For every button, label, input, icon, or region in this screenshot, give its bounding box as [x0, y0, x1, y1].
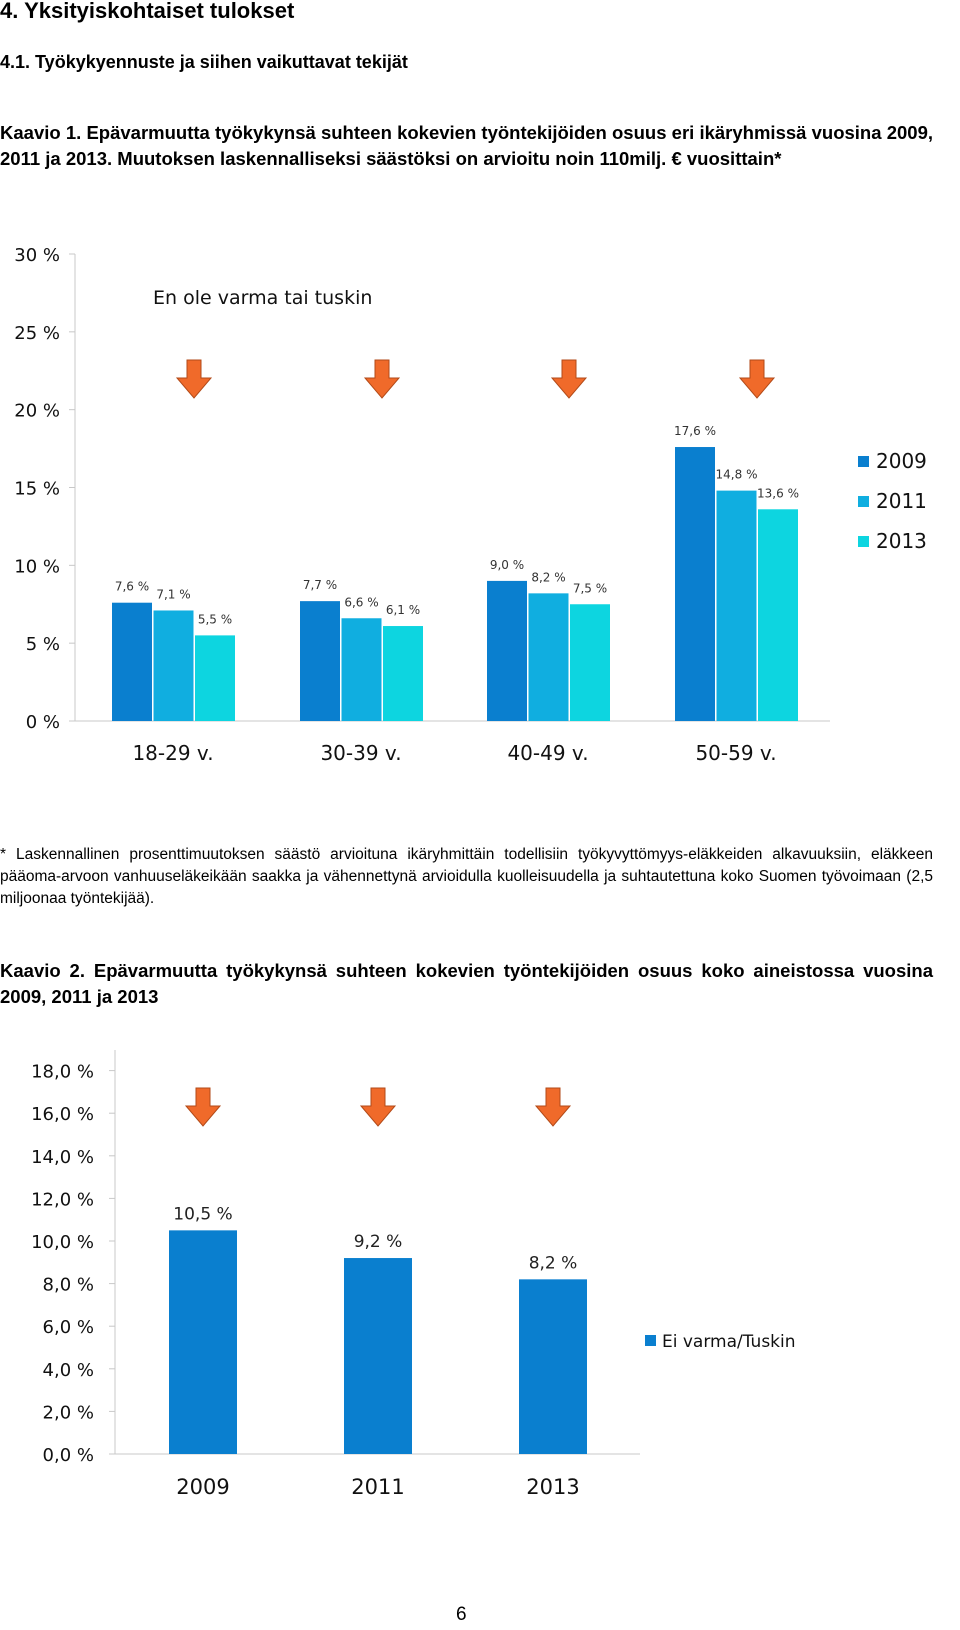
- data-label: 6,6 %: [344, 595, 378, 609]
- chart-1-age-groups: 0 % 5 % 10 % 15 % 20 % 25 % 30 % En ole varma t…: [14, 245, 927, 765]
- data-label: 10,5 %: [173, 1204, 232, 1224]
- page-number: 6: [456, 1604, 467, 1625]
- x-tick-label: 40-49 v.: [507, 741, 588, 765]
- legend-label: 2013: [876, 529, 927, 553]
- bar-2011: [153, 610, 194, 721]
- data-label: 7,5 %: [573, 581, 607, 595]
- data-label: 9,0 %: [490, 558, 524, 572]
- x-tick-label: 2013: [526, 1475, 579, 1499]
- x-tick-label: 30-39 v.: [320, 741, 401, 765]
- data-label: 6,1 %: [386, 603, 420, 617]
- data-label: 14,8 %: [716, 468, 758, 482]
- bar-2013: [758, 509, 798, 721]
- legend-swatch: [858, 456, 869, 467]
- section-heading: 4. Yksityiskohtaiset tulokset: [0, 0, 295, 23]
- y-tick-label: 8,0 %: [43, 1275, 94, 1296]
- y-tick-label: 0 %: [26, 712, 60, 733]
- bar-2011: [716, 490, 757, 721]
- x-tick-label: 2011: [351, 1475, 404, 1499]
- y-tick-label: 10 %: [14, 556, 60, 577]
- data-label: 9,2 %: [354, 1232, 403, 1252]
- bar-2013: [570, 604, 610, 721]
- legend-swatch: [858, 536, 869, 547]
- subsection-heading: 4.1. Työkykyennuste ja siihen vaikuttava…: [0, 52, 408, 72]
- down-arrow-icon: [363, 359, 401, 399]
- y-tick-label: 15 %: [14, 479, 60, 500]
- data-label: 8,2 %: [529, 1253, 578, 1273]
- y-tick-label: 10,0 %: [31, 1232, 94, 1253]
- down-arrow-icon: [359, 1087, 397, 1127]
- y-tick-label: 0,0 %: [43, 1445, 94, 1466]
- y-tick-label: 18,0 %: [31, 1062, 94, 1083]
- chart-2-total: 0,0 % 2,0 % 4,0 % 6,0 % 8,0 % 10,0 % 12,0 % 14,…: [31, 1050, 796, 1499]
- bar-2011: [528, 593, 569, 721]
- bar-2009: [675, 447, 715, 721]
- y-tick-label: 20 %: [14, 401, 60, 422]
- data-label: 7,1 %: [156, 587, 190, 601]
- y-tick-label: 25 %: [14, 323, 60, 344]
- bar-2009: [487, 580, 527, 721]
- bar-2013: [383, 626, 423, 721]
- chart1-caption: Kaavio 1. Epävarmuutta työkykynsä suhtee…: [0, 122, 933, 169]
- y-tick-label: 6,0 %: [43, 1317, 94, 1338]
- data-label: 5,5 %: [198, 612, 232, 626]
- legend-swatch: [645, 1335, 656, 1346]
- legend-label: 2009: [876, 449, 927, 473]
- data-label: 7,6 %: [115, 580, 149, 594]
- legend-swatch: [858, 496, 869, 507]
- bar-2011: [344, 1258, 412, 1454]
- chart-title: En ole varma tai tuskin: [153, 287, 372, 309]
- down-arrow-icon: [534, 1087, 572, 1127]
- x-tick-label: 2009: [176, 1475, 229, 1499]
- y-tick-label: 14,0 %: [31, 1147, 94, 1168]
- down-arrow-icon: [175, 359, 213, 399]
- y-tick-label: 2,0 %: [43, 1402, 94, 1423]
- down-arrow-icon: [184, 1087, 222, 1127]
- chart1-footnote: * Laskennallinen prosenttimuutoksen sääs…: [0, 846, 933, 907]
- bar-2011: [341, 618, 382, 721]
- data-label: 8,2 %: [531, 570, 565, 584]
- y-tick-label: 4,0 %: [43, 1360, 94, 1381]
- bar-2013: [195, 635, 235, 721]
- y-tick-label: 12,0 %: [31, 1189, 94, 1210]
- legend-label: Ei varma/Tuskin: [662, 1332, 796, 1352]
- bar-2013: [519, 1279, 587, 1454]
- y-tick-label: 16,0 %: [31, 1104, 94, 1125]
- y-tick-label: 5 %: [26, 634, 60, 655]
- bar-2009: [300, 601, 340, 721]
- legend-label: 2011: [876, 489, 927, 513]
- x-tick-label: 50-59 v.: [695, 741, 776, 765]
- bar-2009: [112, 602, 152, 721]
- bar-2009: [169, 1230, 237, 1454]
- data-label: 17,6 %: [674, 424, 716, 438]
- down-arrow-icon: [738, 359, 776, 399]
- data-label: 13,6 %: [757, 486, 799, 500]
- data-label: 7,7 %: [303, 578, 337, 592]
- y-tick-label: 30 %: [14, 245, 60, 266]
- down-arrow-icon: [550, 359, 588, 399]
- x-tick-label: 18-29 v.: [132, 741, 213, 765]
- chart2-caption: Kaavio 2. Epävarmuutta työkykynsä suhtee…: [0, 960, 933, 1007]
